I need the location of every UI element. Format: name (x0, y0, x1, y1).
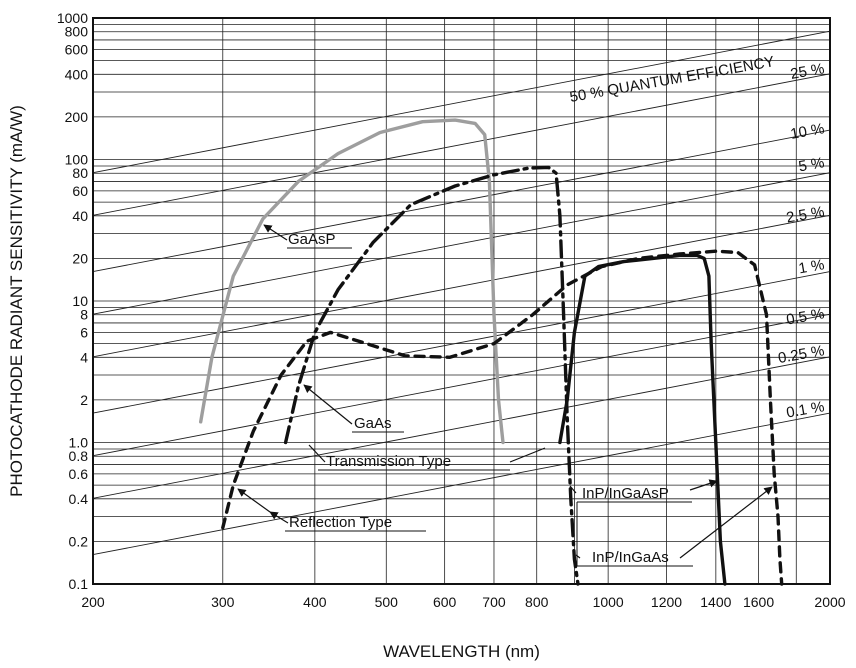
quantum-efficiency-lines: 50 % QUANTUM EFFICIENCY 25 %10 %5 %2.5 %1… (92, 30, 831, 556)
qe-line (92, 30, 831, 174)
qe-line (92, 129, 831, 273)
x-tick-label: 600 (433, 594, 457, 610)
label-gaasp: GaAsP (288, 231, 336, 248)
y-tick-label: 6 (80, 324, 88, 340)
qe-label: 0.25 % (777, 342, 826, 367)
qe-line (92, 412, 831, 556)
y-tick-label: 1.0 (69, 435, 89, 451)
y-tick-label: 0.6 (69, 466, 89, 482)
label-transmission-type: Transmission Type (326, 453, 451, 470)
y-tick-label: 2 (80, 392, 88, 408)
y-tick-label: 4 (80, 349, 88, 365)
qe-line (92, 356, 831, 499)
y-tick-label: 0.4 (69, 491, 89, 507)
y-tick-label: 600 (65, 41, 89, 57)
y-tick-label: 60 (72, 183, 88, 199)
qe-label: 0.1 % (785, 398, 826, 421)
qe-line (92, 172, 831, 315)
series-inp-ingaasp (558, 253, 727, 586)
y-axis-title: PHOTOCATHODE RADIANT SENSITIVITY (mA/W) (7, 105, 26, 497)
label-reflection-type: Reflection Type (289, 514, 392, 531)
qe-label: 10 % (789, 120, 826, 143)
series-inp-ingaas (221, 249, 784, 586)
x-tick-label: 500 (375, 594, 399, 610)
x-tick-label: 400 (303, 594, 327, 610)
qe-label: 1 % (797, 256, 825, 277)
leader-line (679, 486, 773, 559)
series-curves (198, 118, 784, 586)
series-gaas (283, 165, 580, 586)
y-tick-label: 8 (80, 307, 88, 323)
x-axis-title: WAVELENGTH (nm) (383, 642, 540, 661)
qe-line (92, 73, 831, 216)
leader-line (303, 384, 353, 425)
qe-label: 5 % (797, 154, 825, 175)
x-tick-label: 2000 (814, 594, 845, 610)
qe-label: 25 % (789, 60, 826, 83)
y-tick-label: 0.2 (69, 533, 89, 549)
leader-line (689, 479, 718, 491)
y-tick-label: 20 (72, 250, 88, 266)
qe-label: 2.5 % (785, 203, 826, 226)
label-inp-ingaasp: InP/InGaAsP (582, 485, 669, 502)
x-tick-label: 800 (525, 594, 549, 610)
label-inp-ingaas: InP/InGaAs (592, 549, 669, 566)
y-tick-label: 400 (65, 66, 89, 82)
x-tick-label: 700 (482, 594, 506, 610)
x-tick-label: 200 (81, 594, 105, 610)
leader-line (263, 224, 288, 241)
y-tick-label: 200 (65, 109, 89, 125)
leader-line (509, 447, 546, 463)
y-tick-label: 80 (72, 165, 88, 181)
x-tick-label: 1600 (743, 594, 774, 610)
qe-line (92, 271, 831, 414)
qe-line (92, 313, 831, 457)
series-gaasp (198, 118, 505, 445)
plot-frame (92, 17, 831, 585)
y-tick-label: 10 (72, 293, 88, 309)
y-tick-label: 1000 (57, 10, 88, 26)
qe-line (92, 214, 831, 358)
y-tick-label: 0.1 (69, 576, 89, 592)
leader-line (308, 444, 326, 463)
y-tick-label: 100 (65, 152, 89, 168)
x-tick-label: 300 (211, 594, 235, 610)
qe-label: 0.5 % (785, 305, 826, 328)
leader-line (237, 488, 271, 513)
leader-line (569, 485, 577, 494)
x-tick-label: 1000 (593, 594, 624, 610)
tick-labels: 200 300 400 500 600 700 800 1000 1200 1400 1600 200… (57, 10, 846, 610)
x-tick-label: 1400 (700, 594, 731, 610)
annotations: GaAsP GaAs Transmission Type Reflection Typ… (237, 224, 773, 567)
y-tick-label: 0.8 (69, 448, 89, 464)
leader-line (269, 511, 289, 524)
y-tick-label: 800 (65, 24, 89, 40)
y-tick-label: 40 (72, 208, 88, 224)
label-gaas: GaAs (354, 415, 392, 432)
x-tick-label: 1200 (651, 594, 682, 610)
